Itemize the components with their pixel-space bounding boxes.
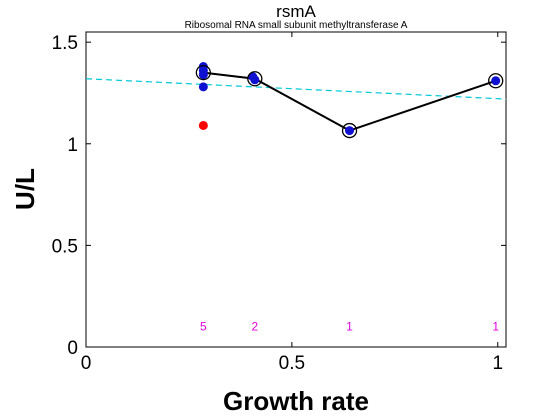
plot-frame [85,31,507,348]
mean-marker [247,71,263,87]
data-point [250,75,260,85]
count-label: 2 [251,320,258,334]
mean-line [203,71,497,132]
x-tick-label: 0.5 [279,353,305,374]
x-axis: 0 0.5 1 [81,32,503,374]
x-tick-label: 0 [81,353,92,374]
fit-line-layer [85,78,507,100]
y-tick-label: 1 [67,135,78,156]
x-axis-label: Growth rate [223,386,369,416]
mean-marker [488,73,504,89]
data-point [198,70,208,80]
y-axis-label: U/L [10,168,40,210]
outlier-point [198,120,208,130]
y-tick-label: 0.5 [52,236,78,257]
data-point [198,82,208,92]
mean-line-layer [203,71,497,132]
data-point [345,126,355,136]
chart-subtitle: Ribosomal RNA small subunit methyltransf… [185,20,408,31]
y-tick-label: 1.5 [52,33,78,54]
y-tick-label: 0 [67,338,78,359]
y-axis: 0 0.5 1 1.5 [52,33,506,359]
count-label: 1 [492,320,499,334]
data-point [491,76,501,86]
x-tick-label: 1 [492,353,503,374]
count-label: 1 [346,320,353,334]
fit-line [85,78,507,100]
chart-title: rsmA [276,2,316,21]
mean-marker [195,64,212,81]
point-layer [195,62,504,139]
count-label-layer: 5 2 1 1 [200,320,499,334]
count-label: 5 [200,320,207,334]
mean-marker [341,122,358,139]
